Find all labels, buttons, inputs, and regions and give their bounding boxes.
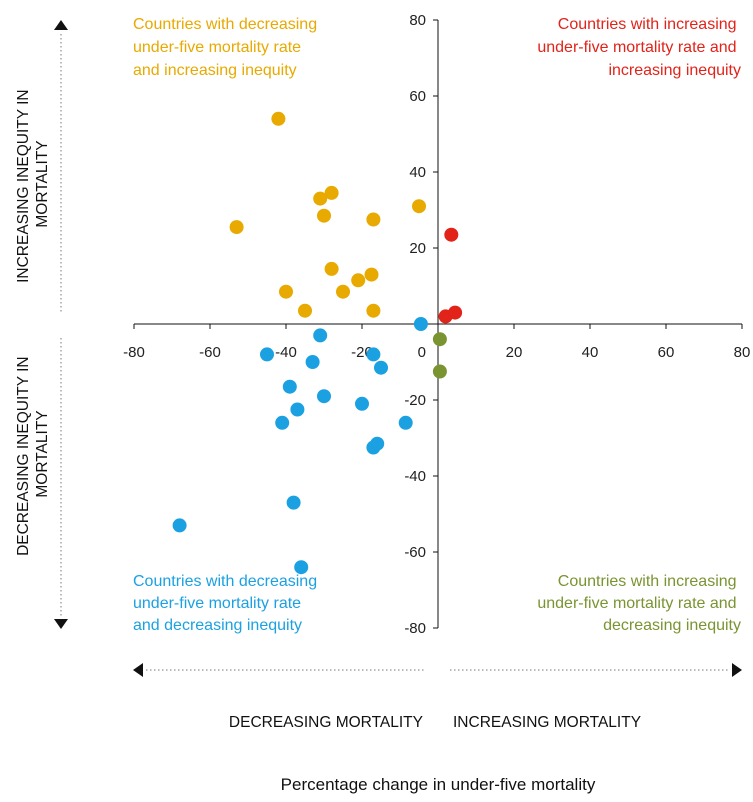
- data-point-increasing-increasing: [444, 227, 459, 242]
- x-left-label: DECREASING MORTALITY: [229, 714, 423, 731]
- x-tick-label: 40: [582, 344, 599, 361]
- y-tick-label: 20: [409, 240, 426, 257]
- x-tick-label: 80: [734, 344, 751, 361]
- x-direction-arrows: [133, 663, 742, 677]
- data-point-decreasing-decreasing: [398, 415, 413, 430]
- x-tick-label: -40: [275, 344, 297, 361]
- axes: -80 -60 -40 -20 20 40 60 80 80 60 40 20 0 -20 -40 -60 -…: [123, 12, 750, 637]
- data-point-decreasing-decreasing: [294, 560, 309, 575]
- y-down-label: DECREASING INEQUITY IN MORTALITY: [15, 352, 51, 556]
- down-arrow-icon: [54, 619, 68, 629]
- data-point-decreasing-increasing: [412, 199, 426, 214]
- data-point-increasing-decreasing: [432, 364, 447, 379]
- data-point-decreasing-decreasing: [260, 347, 274, 362]
- data-point-decreasing-decreasing: [374, 360, 388, 375]
- data-point-decreasing-increasing: [298, 303, 312, 318]
- x-right-label: INCREASING MORTALITY: [453, 714, 641, 731]
- y-up-label: INCREASING INEQUITY IN MORTALITY: [15, 85, 51, 283]
- data-point-decreasing-decreasing: [366, 440, 381, 455]
- data-point-decreasing-decreasing: [413, 317, 428, 331]
- data-point-decreasing-decreasing: [290, 402, 305, 417]
- y-tick-label: 80: [409, 12, 426, 29]
- x-tick-label: 20: [506, 344, 523, 361]
- data-point-decreasing-increasing: [366, 303, 381, 318]
- data-point-decreasing-decreasing: [275, 415, 290, 430]
- data-points: [172, 111, 463, 575]
- data-point-decreasing-increasing: [279, 284, 293, 299]
- data-point-decreasing-increasing: [324, 185, 339, 200]
- y-tick-label: -60: [404, 544, 426, 561]
- data-point-decreasing-increasing: [324, 261, 339, 276]
- y-ticks: 80 60 40 20 0 -20 -40 -60 -80: [404, 12, 438, 637]
- y-tick-label: 0: [418, 344, 426, 361]
- y-tick-label: -80: [404, 620, 426, 637]
- data-point-increasing-increasing: [448, 305, 463, 320]
- data-point-decreasing-decreasing: [317, 389, 331, 404]
- x-tick-label: -80: [123, 344, 145, 361]
- data-point-decreasing-decreasing: [355, 396, 369, 411]
- data-point-decreasing-increasing: [366, 212, 381, 227]
- quadrant-label-top-left: Countries with decreasing under-five mor…: [133, 16, 322, 79]
- data-point-decreasing-decreasing: [305, 355, 320, 369]
- data-point-decreasing-increasing: [364, 267, 379, 282]
- data-point-decreasing-decreasing: [366, 347, 381, 362]
- x-tick-label: 60: [658, 344, 675, 361]
- data-point-decreasing-increasing: [336, 284, 350, 299]
- y-tick-label: -20: [404, 392, 426, 409]
- quadrant-label-bottom-left: Countries with decreasing under-five mor…: [133, 573, 322, 634]
- data-point-decreasing-increasing: [313, 191, 328, 206]
- data-point-decreasing-decreasing: [282, 379, 297, 394]
- x-tick-label: -60: [199, 344, 221, 361]
- right-arrow-icon: [732, 663, 742, 677]
- data-point-decreasing-decreasing: [172, 518, 187, 533]
- data-point-increasing-decreasing: [432, 332, 447, 347]
- data-point-decreasing-increasing: [317, 208, 331, 223]
- y-tick-label: 60: [409, 88, 426, 105]
- y-tick-label: 40: [409, 164, 426, 181]
- data-point-decreasing-increasing: [271, 111, 286, 126]
- quadrant-label-bottom-right: Countries with increasing under-five mor…: [537, 573, 741, 634]
- quadrant-label-top-right: Countries with increasing under-five mor…: [537, 16, 741, 79]
- y-direction-arrows: [54, 20, 68, 629]
- left-arrow-icon: [133, 663, 143, 677]
- up-arrow-icon: [54, 20, 68, 30]
- data-point-decreasing-decreasing: [313, 328, 328, 343]
- data-point-decreasing-increasing: [229, 220, 244, 235]
- data-point-decreasing-increasing: [351, 273, 366, 288]
- data-point-decreasing-decreasing: [286, 495, 301, 510]
- x-axis-title: Percentage change in under-five mortalit…: [281, 775, 596, 794]
- y-tick-label: -40: [404, 468, 426, 485]
